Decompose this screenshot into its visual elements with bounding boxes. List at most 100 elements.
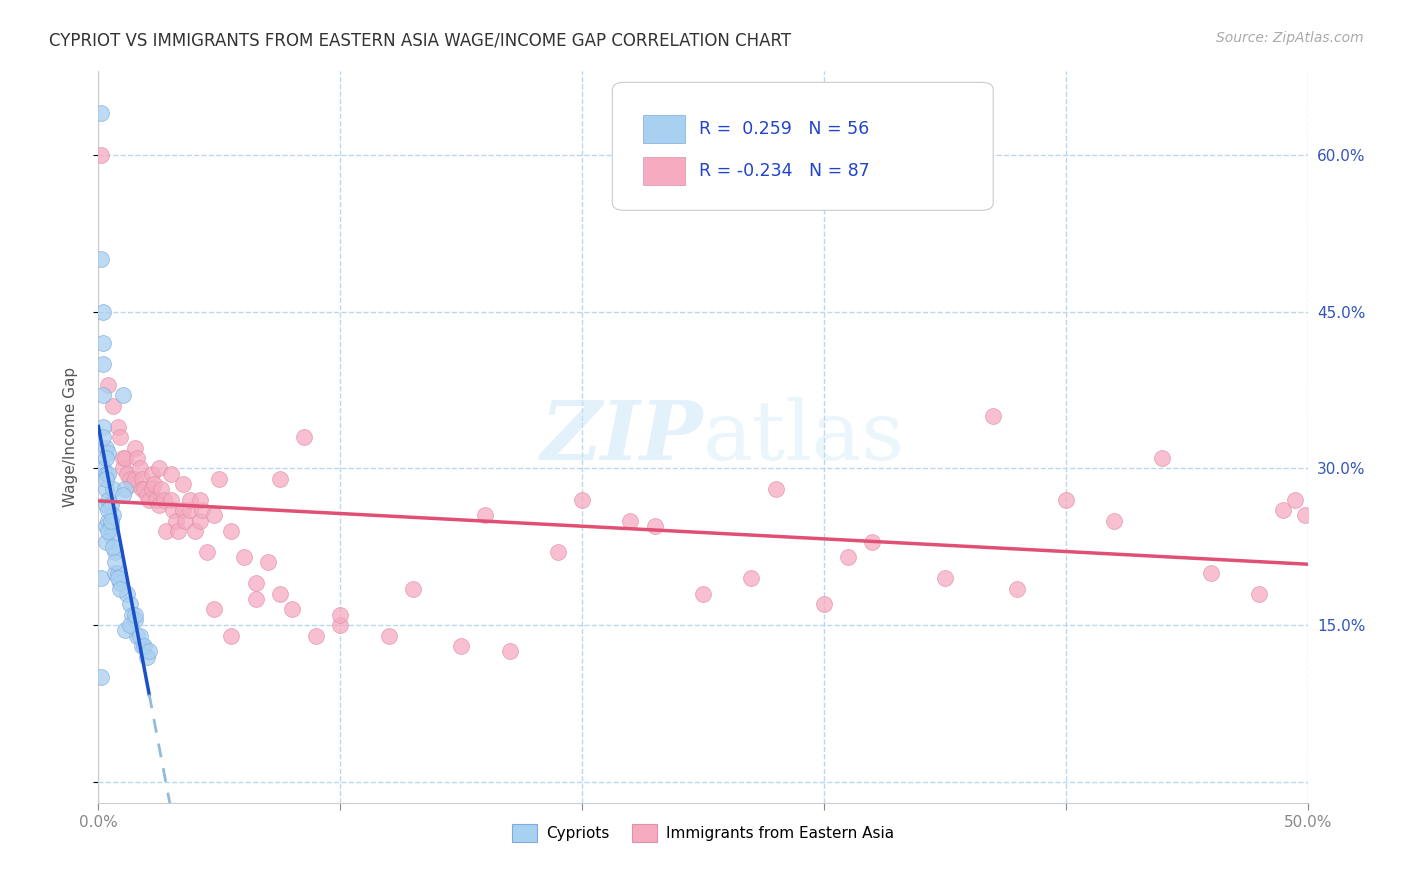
- Point: [221, 629, 243, 643]
- Bar: [643, 157, 685, 186]
- Point: [377, 629, 399, 643]
- Point: [111, 461, 134, 475]
- Point: [160, 492, 183, 507]
- Point: [94, 498, 117, 512]
- Point: [402, 582, 425, 596]
- Point: [97, 514, 120, 528]
- Point: [94, 450, 117, 465]
- Point: [292, 430, 315, 444]
- Point: [124, 472, 146, 486]
- Point: [131, 639, 153, 653]
- Point: [117, 587, 139, 601]
- Point: [1199, 566, 1222, 580]
- Point: [114, 624, 136, 638]
- Point: [692, 587, 714, 601]
- Point: [195, 545, 218, 559]
- Point: [232, 550, 254, 565]
- Point: [94, 534, 117, 549]
- Point: [329, 607, 352, 622]
- Point: [813, 597, 835, 611]
- Point: [571, 492, 593, 507]
- Point: [145, 492, 167, 507]
- Point: [740, 571, 762, 585]
- Point: [91, 336, 114, 351]
- Point: [155, 524, 177, 538]
- Point: [547, 545, 569, 559]
- Point: [104, 556, 127, 570]
- Point: [172, 477, 194, 491]
- Point: [94, 483, 117, 497]
- Point: [97, 446, 120, 460]
- Point: [118, 472, 141, 486]
- Point: [474, 508, 496, 523]
- Point: [179, 492, 201, 507]
- Point: [765, 483, 787, 497]
- Point: [329, 618, 352, 632]
- Point: [128, 461, 150, 475]
- Point: [208, 472, 231, 486]
- Point: [100, 498, 122, 512]
- Point: [111, 487, 134, 501]
- Point: [101, 483, 124, 497]
- Point: [127, 450, 149, 465]
- Point: [108, 576, 131, 591]
- Point: [124, 607, 146, 622]
- Point: [1294, 508, 1316, 523]
- Point: [101, 540, 124, 554]
- Point: [498, 644, 520, 658]
- Point: [150, 483, 173, 497]
- Point: [124, 613, 146, 627]
- Point: [100, 514, 122, 528]
- Point: [837, 550, 859, 565]
- FancyBboxPatch shape: [613, 82, 993, 211]
- Point: [141, 483, 163, 497]
- Point: [204, 602, 226, 616]
- Point: [107, 419, 129, 434]
- Point: [1249, 587, 1271, 601]
- Point: [134, 483, 156, 497]
- Point: [111, 388, 134, 402]
- Point: [97, 503, 120, 517]
- Point: [104, 566, 127, 580]
- Point: [97, 524, 120, 538]
- Point: [94, 519, 117, 533]
- Point: [1272, 503, 1295, 517]
- Point: [111, 450, 134, 465]
- Point: [90, 571, 112, 585]
- Point: [981, 409, 1004, 424]
- Point: [269, 472, 291, 486]
- Text: atlas: atlas: [703, 397, 905, 477]
- Point: [162, 503, 184, 517]
- Point: [108, 582, 131, 596]
- Point: [188, 492, 211, 507]
- Point: [90, 148, 112, 162]
- Point: [204, 508, 226, 523]
- Point: [121, 477, 143, 491]
- Point: [165, 514, 187, 528]
- Point: [305, 629, 328, 643]
- Point: [148, 498, 170, 512]
- Point: [860, 534, 883, 549]
- Point: [118, 618, 141, 632]
- Text: Source: ZipAtlas.com: Source: ZipAtlas.com: [1216, 31, 1364, 45]
- Point: [191, 503, 214, 517]
- Point: [114, 450, 136, 465]
- Point: [94, 472, 117, 486]
- Point: [138, 492, 160, 507]
- Point: [135, 487, 157, 501]
- Point: [108, 430, 131, 444]
- Point: [128, 629, 150, 643]
- Point: [450, 639, 472, 653]
- Point: [97, 377, 120, 392]
- Point: [135, 649, 157, 664]
- Point: [172, 503, 194, 517]
- Point: [1284, 492, 1306, 507]
- Point: [1152, 450, 1174, 465]
- Point: [91, 357, 114, 371]
- Point: [91, 388, 114, 402]
- Y-axis label: Wage/Income Gap: Wage/Income Gap: [63, 367, 77, 508]
- Point: [104, 545, 127, 559]
- Point: [94, 467, 117, 481]
- Point: [221, 524, 243, 538]
- Point: [90, 252, 112, 267]
